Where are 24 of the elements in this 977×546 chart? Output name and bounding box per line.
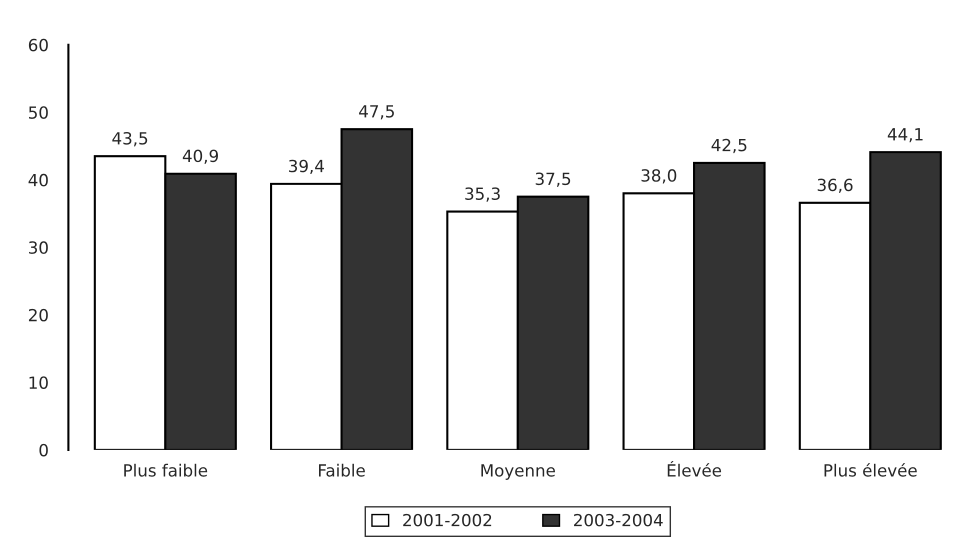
x-tick-label: Élevée (668, 461, 722, 477)
data-label: 44,1 (888, 128, 923, 142)
y-tick-label: 60 (28, 38, 48, 52)
data-label: 39,4 (289, 160, 324, 174)
data-label: 36,6 (818, 178, 853, 193)
x-tick-label: Faible (319, 464, 365, 477)
legend-label: 2001-2002 (403, 514, 492, 526)
data-label: 47,5 (359, 105, 394, 120)
data-label: 35,3 (465, 187, 500, 202)
y-tick-label: 40 (28, 174, 48, 186)
data-label: 40,9 (182, 150, 218, 164)
data-label: 43,5 (112, 132, 148, 146)
x-tick-label: Moyenne (481, 464, 555, 480)
data-label: 38,0 (642, 169, 676, 184)
x-tick-label: Plus faible (124, 464, 208, 477)
y-tick-label: 20 (28, 308, 48, 322)
y-tick-label: 0 (39, 444, 48, 456)
y-tick-label: 10 (30, 376, 48, 389)
data-label: 37,5 (536, 172, 570, 187)
y-tick-label: 50 (29, 106, 48, 119)
y-tick-label: 30 (29, 241, 48, 254)
x-tick-label: Plus élevée (824, 463, 917, 477)
data-label: 42,5 (712, 138, 746, 154)
legend-label: 2003-2004 (574, 514, 663, 526)
